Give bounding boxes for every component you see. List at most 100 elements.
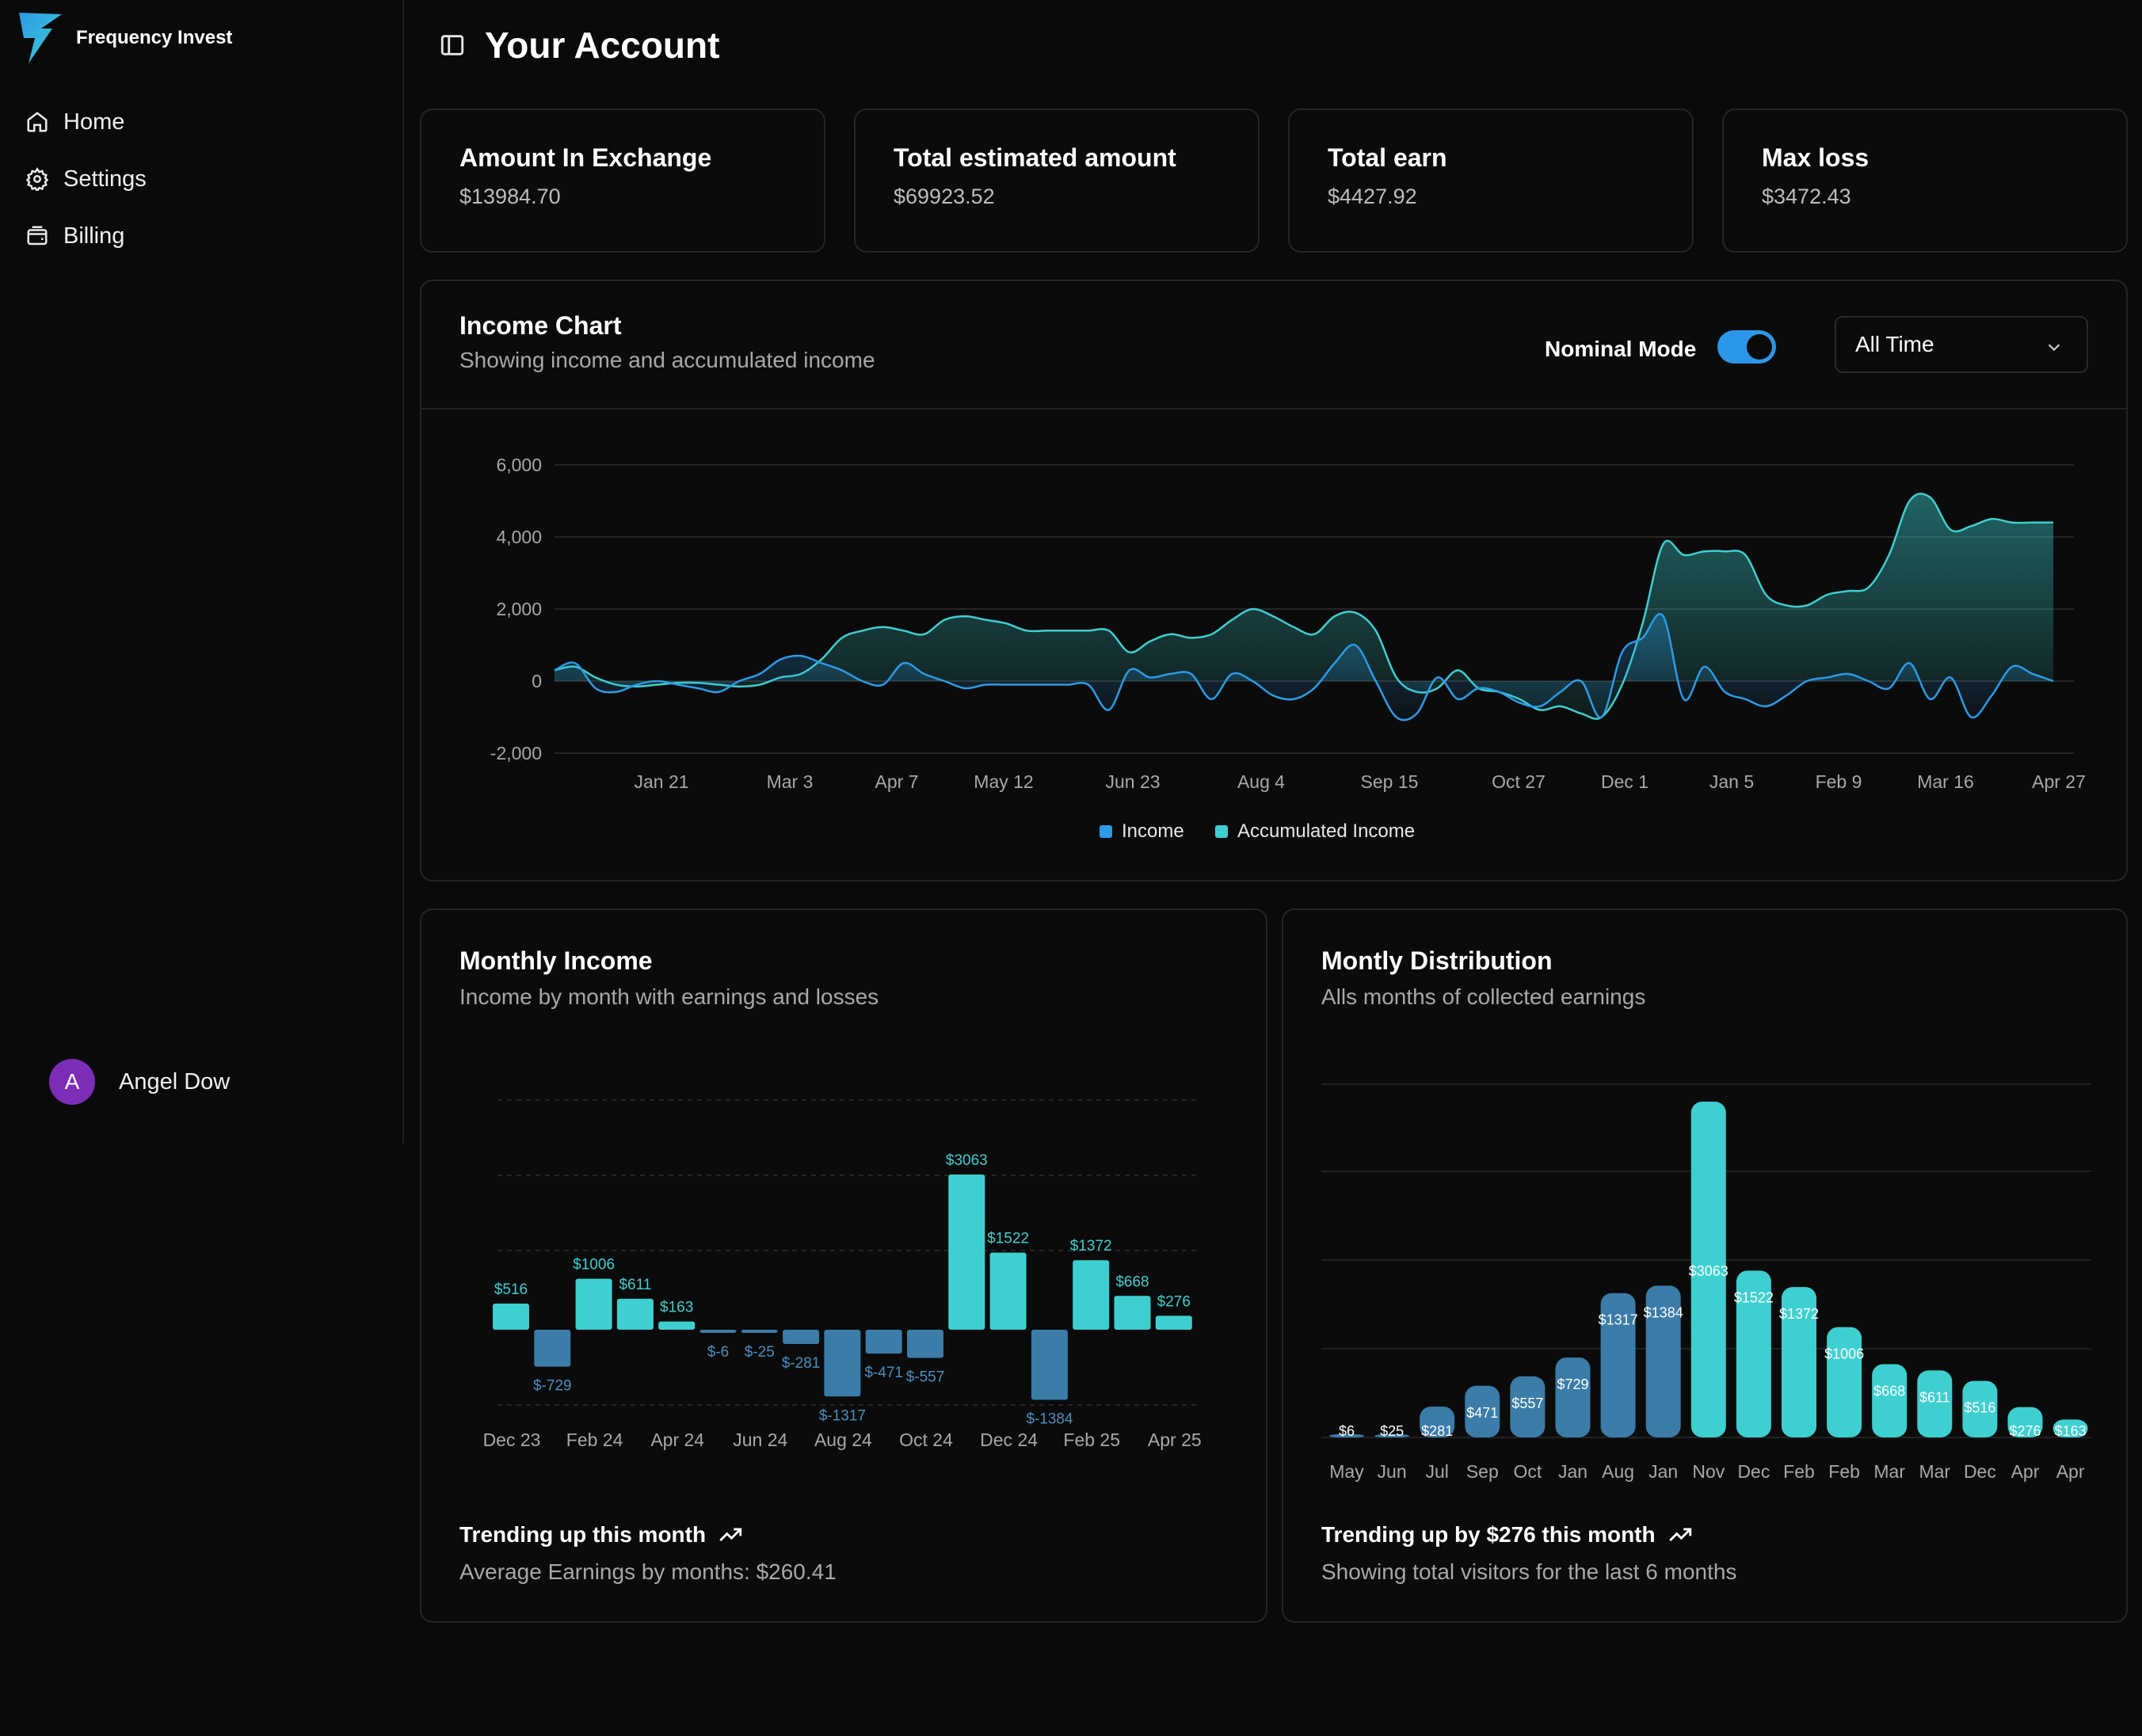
sidebar-item-settings[interactable]: Settings	[25, 150, 147, 207]
stat-title: Total earn	[1328, 143, 1447, 172]
bar-label: $1006	[573, 1257, 615, 1273]
stat-title: Total estimated amount	[894, 143, 1176, 172]
bar-positive	[948, 1174, 985, 1330]
x-tick-label: Aug 4	[1237, 771, 1285, 792]
x-tick-label: Aug	[1602, 1461, 1634, 1482]
bar-label: $-1317	[819, 1407, 866, 1424]
sidebar-item-home[interactable]: Home	[25, 93, 147, 150]
bar-label: $611	[619, 1277, 651, 1293]
bar-label: $1522	[987, 1231, 1029, 1247]
nominal-mode-toggle[interactable]	[1717, 330, 1776, 364]
gear-icon	[25, 167, 49, 191]
bar-positive	[1872, 1364, 1908, 1437]
bar-negative	[783, 1330, 820, 1344]
card-subtitle: Income by month with earnings and losses	[459, 984, 879, 1009]
sidebar-toggle-icon[interactable]	[439, 32, 466, 59]
bar-positive	[1736, 1270, 1771, 1437]
x-tick-label: Dec 24	[980, 1430, 1038, 1450]
x-tick-label: Feb	[1783, 1461, 1815, 1482]
distribution-card: Montly Distribution Alls months of colle…	[1282, 908, 2128, 1623]
bar-positive	[1782, 1287, 1816, 1437]
bar-positive	[1155, 1315, 1192, 1330]
nominal-mode-label: Nominal Mode	[1545, 337, 1697, 361]
page-header: Your Account	[439, 24, 719, 67]
x-tick-label: Dec	[1964, 1461, 1996, 1482]
card-title: Income Chart	[459, 311, 622, 340]
stat-value: $3472.43	[1762, 185, 1851, 208]
income-chart: 6,000 4,000 2,000 0 -2,000 Jan 21 Mar 3 Apr 7 Ma…	[490, 455, 2086, 842]
range-select[interactable]: All Time	[1835, 316, 2088, 373]
legend-swatch-income	[1100, 825, 1112, 838]
bar-negative	[865, 1330, 902, 1354]
x-tick-label: Dec 1	[1601, 771, 1648, 792]
bar-label: $-1384	[1026, 1411, 1073, 1428]
x-tick-label: Sep 15	[1361, 771, 1419, 792]
card-subtitle: Alls months of collected earnings	[1321, 984, 1646, 1009]
trend-text: Trending up this month	[459, 1521, 744, 1548]
bar-negative	[534, 1330, 571, 1367]
x-tick-label: Mar	[1919, 1461, 1950, 1482]
bar-negative	[1465, 1385, 1500, 1437]
bar-label: $276	[1157, 1293, 1191, 1310]
income-line	[554, 613, 2054, 721]
bar-positive	[493, 1303, 529, 1330]
bar-label: $611	[1919, 1389, 1950, 1405]
x-tick-label: Feb 9	[1816, 771, 1862, 792]
bar-negative	[1031, 1330, 1068, 1400]
x-tick-label: Jan	[1558, 1461, 1587, 1482]
bar-label: $668	[1115, 1273, 1149, 1290]
home-icon	[27, 112, 48, 132]
y-tick-label: -2,000	[490, 743, 542, 763]
avatar: A	[49, 1059, 95, 1105]
sidebar-nav: Home Settings Billing	[25, 93, 147, 265]
x-tick-label: Jan	[1648, 1461, 1678, 1482]
bar-negative	[824, 1330, 861, 1397]
bar-label: $-557	[906, 1369, 945, 1386]
x-tick-label: Feb 24	[566, 1430, 623, 1450]
bar-label: $6	[1339, 1423, 1355, 1439]
card-divider	[421, 408, 2126, 409]
y-tick-label: 6,000	[496, 455, 542, 475]
bar-label: $1372	[1779, 1306, 1819, 1322]
sidebar-item-billing[interactable]: Billing	[25, 207, 147, 265]
x-tick-label: Apr 7	[875, 771, 919, 792]
monthly-income-card: Monthly Income Income by month with earn…	[420, 908, 1267, 1623]
bar-positive	[989, 1252, 1027, 1330]
x-tick-label: Oct 24	[899, 1430, 953, 1450]
bar-positive	[575, 1278, 612, 1330]
bar-label: $-471	[864, 1365, 903, 1381]
x-tick-label: Jun	[1378, 1461, 1407, 1482]
x-tick-label: Feb	[1828, 1461, 1860, 1482]
x-tick-label: Jun 24	[733, 1430, 787, 1450]
brand[interactable]: Frequency Invest	[17, 11, 232, 65]
bar-positive	[658, 1321, 696, 1330]
stat-value: $4427.92	[1328, 185, 1417, 208]
user-profile[interactable]: A Angel Dow	[49, 1059, 230, 1105]
monthly-income-chart: $516 $-729 $1006$611 $163 $-6 $-25 $-281 $-1317…	[483, 1099, 1202, 1450]
bar-positive	[2007, 1407, 2043, 1437]
chevron-down-icon	[2048, 344, 2060, 352]
bar-label: $471	[1466, 1405, 1498, 1421]
bar-label: $557	[1511, 1395, 1543, 1411]
x-tick-label: Nov	[1692, 1461, 1725, 1482]
trend-text: Trending up by $276 this month	[1321, 1521, 1694, 1548]
bar-positive	[2052, 1419, 2088, 1437]
bar-label: $-25	[745, 1344, 775, 1361]
x-tick-label: Dec 23	[483, 1430, 541, 1450]
bar-label: $729	[1557, 1376, 1588, 1392]
bar-label: $3063	[946, 1152, 988, 1169]
bar-label: $1006	[1824, 1346, 1864, 1362]
bar-positive	[1827, 1327, 1862, 1437]
bar-label: $281	[1421, 1423, 1453, 1439]
x-tick-label: Mar 16	[1917, 771, 1974, 792]
stat-title: Max loss	[1762, 143, 1869, 172]
bar-negative	[1420, 1407, 1455, 1437]
bar-label: $276	[2009, 1423, 2041, 1439]
stat-card-earn: Total earn $4427.92	[1288, 108, 1694, 253]
bar-negative	[699, 1330, 737, 1333]
footer-text: Average Earnings by months: $260.41	[459, 1559, 837, 1584]
x-tick-label: Oct 27	[1492, 771, 1546, 792]
y-tick-label: 4,000	[496, 527, 542, 547]
bar-label: $516	[1964, 1400, 1995, 1416]
range-select-value: All Time	[1855, 332, 1934, 356]
